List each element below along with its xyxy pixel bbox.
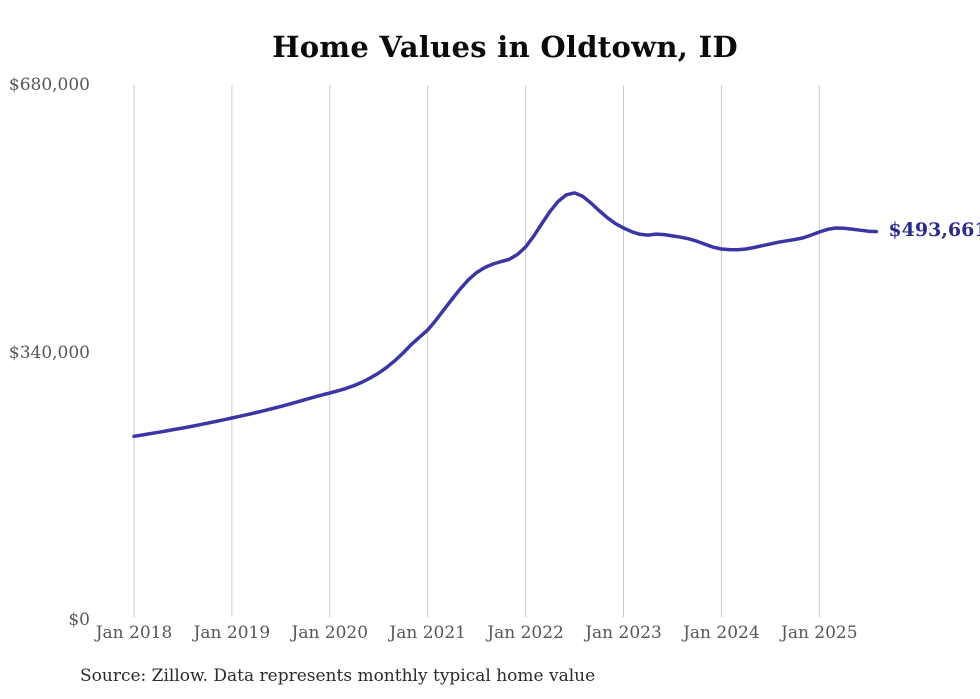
x-axis-tick-jan-2022: Jan 2022 [487,623,564,643]
x-axis-tick-jan-2019: Jan 2019 [193,623,271,643]
final-value-label: $493,661 [888,218,980,241]
x-axis-tick-jan-2023: Jan 2023 [585,623,662,643]
y-axis-tick-0: $0 [68,610,90,630]
x-axis-tick-jan-2021: Jan 2021 [389,623,466,643]
x-axis-tick-jan-2025: Jan 2025 [781,623,858,643]
x-axis-tick-jan-2018: Jan 2018 [95,623,173,643]
x-axis-tick-jan-2024: Jan 2024 [683,623,760,643]
x-axis-tick-jan-2020: Jan 2020 [291,623,369,643]
y-axis-tick-340k: $340,000 [8,343,90,363]
home-value-series-line [132,191,879,439]
source-note: Source: Zillow. Data represents monthly … [80,666,596,686]
y-axis-tick-680k: $680,000 [8,75,90,95]
chart-title: Home Values in Oldtown, ID [272,30,738,64]
